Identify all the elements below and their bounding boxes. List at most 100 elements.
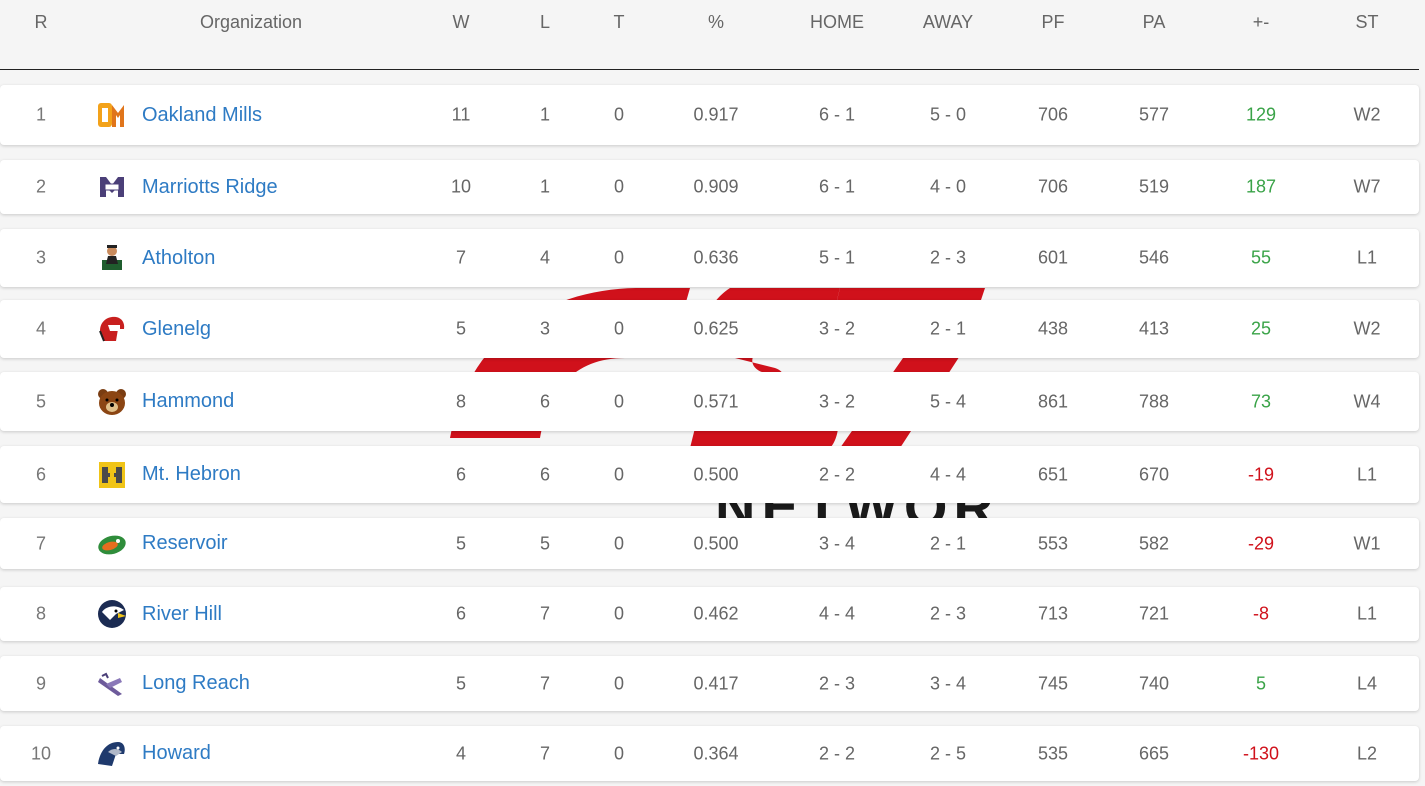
home-record-cell: 2 - 2 — [818, 743, 856, 763]
mt-hebron-logo-icon — [96, 459, 128, 491]
away-record-cell: 2 - 5 — [929, 743, 967, 763]
col-pa[interactable]: PA — [1142, 12, 1166, 32]
ties-cell: 0 — [613, 247, 625, 268]
point-diff-cell: 129 — [1245, 104, 1277, 125]
away-record-cell: 4 - 4 — [929, 464, 967, 484]
ties-cell: 0 — [613, 743, 625, 763]
points-for-cell: 553 — [1037, 533, 1069, 553]
streak-cell: L4 — [1356, 673, 1378, 693]
losses-cell: 1 — [539, 104, 551, 125]
points-against-cell: 582 — [1138, 533, 1170, 553]
team-link[interactable]: Howard — [142, 742, 211, 764]
ties-cell: 0 — [613, 391, 625, 411]
away-record-cell: 2 - 1 — [929, 533, 967, 553]
col-pct[interactable]: % — [707, 12, 725, 32]
howard-logo-icon — [96, 738, 128, 770]
points-for-cell: 438 — [1037, 318, 1069, 339]
organization-cell: Mt. Hebron — [96, 459, 241, 491]
marriotts-ridge-logo-icon — [96, 171, 128, 203]
home-record-cell: 3 - 2 — [818, 391, 856, 411]
wins-cell: 10 — [450, 176, 472, 197]
glenelg-logo-icon — [96, 313, 128, 345]
losses-cell: 1 — [539, 176, 551, 197]
streak-cell: W7 — [1353, 176, 1381, 197]
pct-cell: 0.636 — [693, 247, 739, 268]
points-for-cell: 861 — [1037, 391, 1069, 411]
away-record-cell: 3 - 4 — [929, 673, 967, 693]
rank-cell: 9 — [35, 673, 47, 693]
losses-cell: 7 — [539, 673, 551, 693]
point-diff-cell: -29 — [1247, 533, 1275, 553]
organization-cell: Oakland Mills — [96, 99, 262, 131]
points-against-cell: 577 — [1138, 104, 1170, 125]
point-diff-cell: -130 — [1242, 743, 1280, 763]
team-link[interactable]: Reservoir — [142, 532, 228, 554]
col-diff[interactable]: +- — [1252, 12, 1270, 32]
col-wins[interactable]: W — [452, 12, 470, 32]
home-record-cell: 3 - 2 — [818, 318, 856, 339]
pct-cell: 0.500 — [693, 533, 739, 553]
table-row: 8 River Hill 6 7 0 0.462 4 - 4 2 - 3 713 721 -8 L1 — [0, 587, 1419, 641]
streak-cell: W1 — [1353, 533, 1381, 553]
team-link[interactable]: Oakland Mills — [142, 103, 263, 126]
team-link[interactable]: Atholton — [142, 246, 216, 269]
team-link[interactable]: Marriotts Ridge — [142, 175, 278, 198]
wins-cell: 7 — [455, 247, 467, 268]
points-against-cell: 519 — [1138, 176, 1170, 197]
rank-cell: 1 — [35, 104, 47, 125]
rank-cell: 10 — [30, 743, 52, 763]
organization-cell: Marriotts Ridge — [96, 171, 278, 203]
hammond-logo-icon — [96, 386, 128, 418]
team-link[interactable]: Long Reach — [142, 672, 250, 694]
organization-cell: Howard — [96, 738, 211, 770]
wins-cell: 11 — [451, 104, 471, 125]
table-row: 10 Howard 4 7 0 0.364 2 - 2 2 - 5 535 665 -130 L2 — [0, 726, 1419, 781]
wins-cell: 6 — [455, 464, 467, 484]
home-record-cell: 3 - 4 — [818, 533, 856, 553]
points-against-cell: 413 — [1138, 318, 1170, 339]
col-losses[interactable]: L — [539, 12, 551, 32]
rank-cell: 3 — [35, 247, 47, 268]
table-row: 9 Long Reach 5 7 0 0.417 2 - 3 3 - 4 745 740 5 L4 — [0, 656, 1419, 711]
col-streak[interactable]: ST — [1355, 12, 1379, 32]
river-hill-logo-icon — [96, 598, 128, 630]
losses-cell: 5 — [539, 533, 551, 553]
point-diff-cell: 55 — [1250, 247, 1272, 268]
col-ties[interactable]: T — [613, 12, 625, 32]
col-home[interactable]: HOME — [810, 12, 864, 32]
pct-cell: 0.462 — [693, 603, 739, 624]
away-record-cell: 2 - 1 — [929, 318, 967, 339]
team-link[interactable]: Mt. Hebron — [142, 463, 241, 485]
pct-cell: 0.909 — [693, 176, 739, 197]
team-link[interactable]: Glenelg — [142, 317, 211, 340]
organization-cell: Hammond — [96, 386, 234, 418]
points-for-cell: 651 — [1037, 464, 1069, 484]
pct-cell: 0.625 — [693, 318, 739, 339]
reservoir-logo-icon — [96, 528, 128, 560]
away-record-cell: 5 - 0 — [929, 104, 967, 125]
table-row: 7 Reservoir 5 5 0 0.500 3 - 4 2 - 1 553 582 -29 W1 — [0, 518, 1419, 569]
table-row: 5 Hammond 8 6 0 0.571 3 - 2 5 - 4 861 788 73 W4 — [0, 372, 1419, 431]
away-record-cell: 4 - 0 — [929, 176, 967, 197]
col-rank[interactable]: R — [34, 12, 48, 32]
col-pf[interactable]: PF — [1041, 12, 1065, 32]
home-record-cell: 2 - 3 — [818, 673, 856, 693]
table-row: 4 Glenelg 5 3 0 0.625 3 - 2 2 - 1 438 413 25 W2 — [0, 300, 1419, 358]
point-diff-cell: 73 — [1250, 391, 1272, 411]
ties-cell: 0 — [613, 104, 625, 125]
point-diff-cell: -8 — [1252, 603, 1270, 624]
losses-cell: 6 — [539, 464, 551, 484]
points-against-cell: 740 — [1138, 673, 1170, 693]
team-link[interactable]: River Hill — [142, 602, 222, 625]
wins-cell: 8 — [455, 391, 467, 411]
col-away[interactable]: AWAY — [922, 12, 974, 32]
point-diff-cell: 5 — [1255, 673, 1267, 693]
table-row: 3 Atholton 7 4 0 0.636 5 - 1 2 - 3 601 546 55 L1 — [0, 229, 1419, 287]
col-organization[interactable]: Organization — [199, 12, 303, 32]
streak-cell: L1 — [1356, 247, 1378, 268]
pct-cell: 0.500 — [693, 464, 739, 484]
team-link[interactable]: Hammond — [142, 390, 235, 412]
away-record-cell: 5 - 4 — [929, 391, 967, 411]
